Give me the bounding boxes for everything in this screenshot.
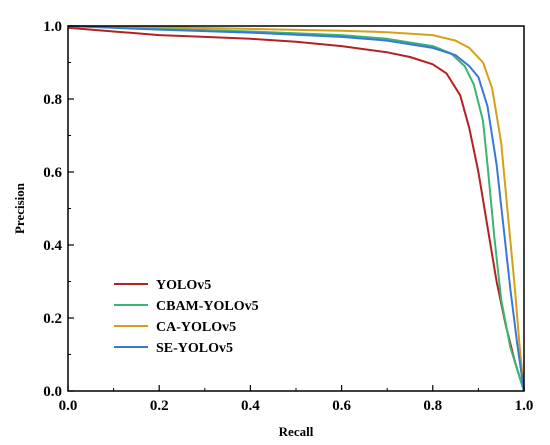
series-line-ca-yolov5 xyxy=(68,26,524,391)
y-tick-label: 1.0 xyxy=(43,19,62,35)
legend-label-cbam-yolov5: CBAM-YOLOv5 xyxy=(156,299,259,314)
y-tick-label: 0.0 xyxy=(43,384,62,400)
x-tick-label: 0.2 xyxy=(150,398,169,414)
series-line-yolov5 xyxy=(68,28,524,391)
x-axis-title: Recall xyxy=(279,424,314,439)
x-tick-label: 0.6 xyxy=(332,398,351,414)
x-tick-label: 0.8 xyxy=(423,398,442,414)
y-tick-label: 0.6 xyxy=(43,165,62,181)
x-tick-label: 0.4 xyxy=(241,398,260,414)
series-line-cbam-yolov5 xyxy=(68,26,524,391)
plot-frame xyxy=(68,26,524,391)
y-tick-label: 0.4 xyxy=(43,238,62,254)
series-line-se-yolov5 xyxy=(68,26,524,391)
axes-layer xyxy=(68,26,524,391)
series-layer xyxy=(68,26,524,391)
legend-label-yolov5: YOLOv5 xyxy=(156,278,211,293)
x-tick-label: 0.0 xyxy=(59,398,78,414)
x-tick-label: 1.0 xyxy=(515,398,534,414)
legend-label-se-yolov5: SE-YOLOv5 xyxy=(156,341,233,356)
legend-label-ca-yolov5: CA-YOLOv5 xyxy=(156,320,236,335)
y-tick-label: 0.8 xyxy=(43,92,62,108)
ticks-layer: 0.0 0.2 0.4 0.6 0.8 1.0 0.0 0.2 0.4 0.6 0.8 1.0 xyxy=(43,19,533,414)
legend: YOLOv5 CBAM-YOLOv5 CA-YOLOv5 SE-YOLOv5 xyxy=(114,278,259,356)
y-tick-label: 0.2 xyxy=(43,311,62,327)
y-axis-title: Precision xyxy=(12,182,27,234)
